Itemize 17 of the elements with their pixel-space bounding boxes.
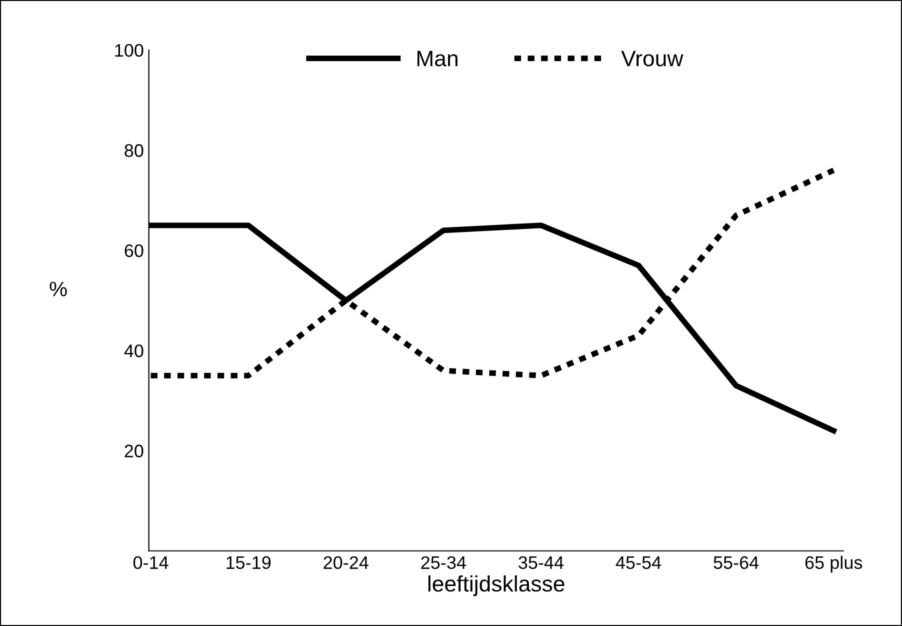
- x-tick-label: 65 plus: [805, 556, 862, 573]
- y-tick-label: 100: [115, 44, 144, 57]
- x-tick-label: 15-19: [226, 556, 271, 570]
- y-tick-label: 60: [124, 244, 144, 258]
- x-tick-label: 35-44: [518, 556, 564, 570]
- x-axis-title: leeftijdsklasse: [428, 575, 564, 596]
- x-tick-label: 55-64: [714, 556, 759, 570]
- y-tick-label: 20: [124, 444, 144, 458]
- x-tick-label: 0-14: [133, 556, 168, 570]
- y-tick-label: 40: [124, 344, 144, 358]
- x-tick-label: 45-54: [616, 556, 662, 570]
- x-tick-label: 25-34: [421, 556, 466, 570]
- y-axis-title: %: [50, 282, 67, 296]
- legend-label: Vrouw: [621, 50, 684, 66]
- y-tick-label: 80: [124, 144, 144, 157]
- legend-label: Man: [417, 50, 458, 66]
- x-tick-label: 20-24: [324, 556, 368, 570]
